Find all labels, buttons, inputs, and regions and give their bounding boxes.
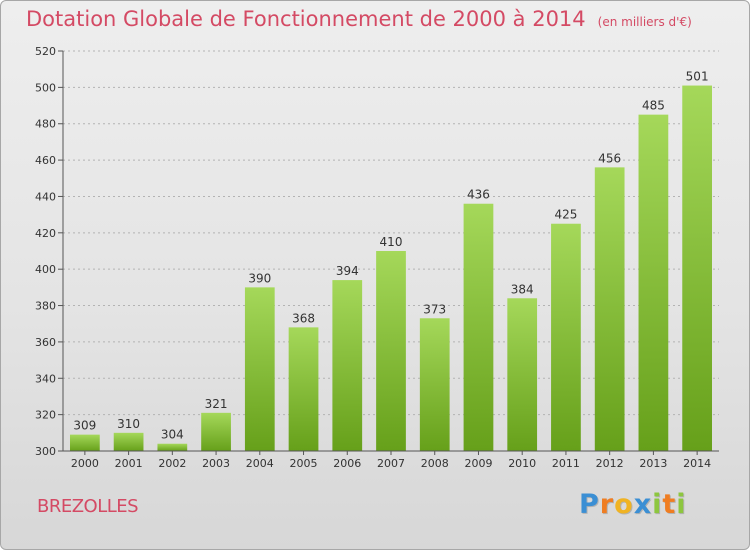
data-label: 373: [423, 302, 446, 316]
bar: [69, 434, 100, 451]
logo-letter: o: [614, 489, 634, 520]
data-label: 501: [686, 70, 709, 84]
logo-letter: t: [662, 489, 677, 520]
data-label: 436: [467, 188, 490, 202]
x-tick-label: 2013: [639, 457, 667, 470]
data-label: 309: [73, 419, 96, 433]
x-tick-label: 2001: [115, 457, 143, 470]
x-tick-label: 2007: [377, 457, 405, 470]
y-tick-label: 360: [35, 336, 56, 349]
chart-title: Dotation Globale de Fonctionnement de 20…: [26, 7, 692, 31]
bar: [594, 167, 625, 451]
bar: [157, 443, 188, 451]
bar: [682, 85, 713, 451]
data-label: 384: [511, 282, 534, 296]
chart-title-text: Dotation Globale de Fonctionnement de 20…: [26, 7, 586, 31]
data-label: 304: [161, 428, 184, 442]
x-tick-label: 2008: [421, 457, 449, 470]
x-tick-label: 2009: [464, 457, 492, 470]
y-tick-label: 320: [35, 409, 56, 422]
logo-letter: i: [652, 489, 663, 520]
x-tick-label: 2010: [508, 457, 536, 470]
bar: [113, 432, 144, 451]
bar: [376, 251, 406, 451]
x-tick-label: 2014: [683, 457, 711, 470]
y-tick-label: 480: [35, 118, 56, 131]
x-tick-label: 2012: [596, 457, 624, 470]
data-label: 321: [205, 397, 228, 411]
data-label: 368: [292, 311, 315, 325]
logo-letter: i: [676, 489, 687, 520]
axes: [58, 50, 719, 455]
bar: [551, 223, 581, 451]
x-tick-label: 2003: [202, 457, 230, 470]
bar: [507, 298, 538, 451]
x-tick-label: 2002: [158, 457, 186, 470]
bar: [288, 327, 319, 451]
data-label: 456: [598, 151, 621, 165]
y-tick-label: 460: [35, 154, 56, 167]
y-tick-label: 420: [35, 227, 56, 240]
y-tick-label: 400: [35, 263, 56, 276]
bars: [69, 85, 713, 452]
bar: [419, 318, 450, 451]
y-tick-label: 300: [35, 445, 56, 458]
labels: 300 320 340 360 380 400 420 440 460 480 500 520 309 2…: [35, 45, 711, 470]
bar: [332, 280, 363, 451]
bar: [244, 287, 275, 451]
data-label: 310: [117, 417, 140, 431]
city-name: BREZOLLES: [37, 496, 139, 517]
x-tick-label: 2006: [333, 457, 361, 470]
data-label: 485: [642, 99, 665, 113]
bar: [638, 114, 669, 452]
x-tick-label: 2005: [290, 457, 318, 470]
data-label: 394: [336, 264, 359, 278]
data-label: 390: [248, 271, 271, 285]
data-label: 425: [554, 208, 577, 222]
bar: [201, 412, 231, 451]
x-tick-label: 2004: [246, 457, 274, 470]
logo-letter: r: [599, 489, 615, 520]
y-tick-label: 440: [35, 190, 56, 203]
y-tick-label: 340: [35, 372, 56, 385]
bar: [463, 203, 494, 451]
x-tick-label: 2011: [552, 457, 580, 470]
data-label: 410: [380, 235, 403, 249]
x-tick-label: 2000: [71, 457, 99, 470]
proxiti-logo[interactable]: Proxiti: [579, 489, 687, 520]
y-tick-label: 520: [35, 45, 56, 58]
logo-letter: x: [633, 489, 653, 520]
chart-unit-note: (en milliers d'€): [597, 15, 692, 29]
logo-letter: P: [579, 489, 600, 520]
y-tick-label: 500: [35, 81, 56, 94]
y-tick-label: 380: [35, 300, 56, 313]
